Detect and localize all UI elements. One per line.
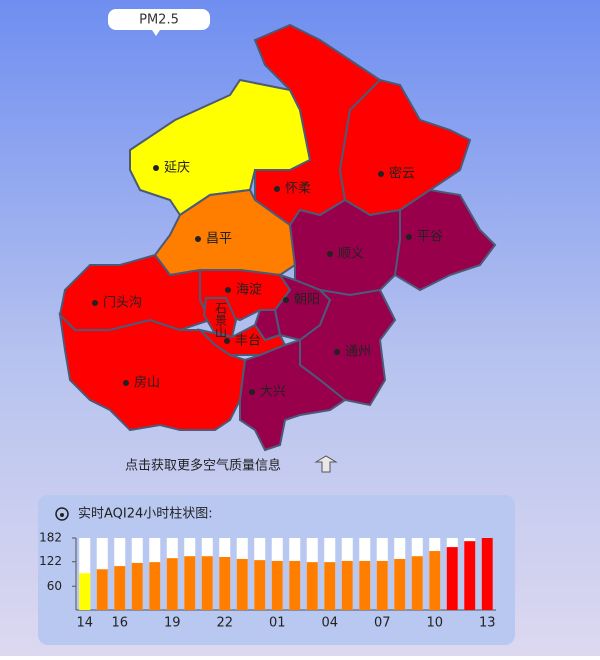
- bar: [149, 562, 161, 610]
- district-label: 大兴: [260, 385, 286, 400]
- icon-ring: [55, 507, 69, 521]
- label-group: 怀柔: [274, 182, 311, 197]
- district-label: 朝阳: [294, 293, 320, 308]
- marker: [334, 349, 340, 355]
- y-tick-label: 60: [47, 579, 62, 593]
- label-group: 大兴: [249, 385, 286, 400]
- bar: [411, 556, 423, 610]
- district-label: 丰台: [235, 334, 261, 349]
- bar: [429, 551, 441, 610]
- bar: [131, 562, 143, 610]
- district-label: 昌平: [206, 232, 232, 247]
- district-label: 通州: [345, 345, 371, 360]
- label-group: 房山: [123, 375, 160, 391]
- marker: [92, 300, 98, 306]
- label-group: 密云: [378, 166, 415, 182]
- district-label: 密云: [389, 166, 415, 182]
- bar: [306, 562, 318, 610]
- bar: [184, 556, 196, 610]
- bar-chart: 60 122 182 14 16 19 22 01 04 07 10 13: [39, 531, 496, 631]
- bar: [359, 560, 371, 610]
- tooltip-box: [108, 9, 210, 30]
- bar: [219, 556, 231, 610]
- marker: [195, 236, 201, 242]
- x-tick-label: 10: [426, 616, 443, 631]
- x-tick-label: 14: [76, 616, 93, 631]
- chart-icon: [55, 507, 69, 521]
- tooltip-pointer: [152, 30, 160, 36]
- district-label: 延庆: [164, 161, 190, 176]
- x-tick-label: 04: [321, 616, 338, 631]
- x-tick-label: 01: [269, 616, 286, 631]
- x-tick-label: 22: [216, 616, 233, 631]
- bar: [79, 573, 91, 610]
- tooltip-text: PM2.5: [139, 13, 179, 28]
- marker: [406, 234, 412, 240]
- up-arrow-icon[interactable]: [314, 455, 338, 473]
- bar: [201, 556, 213, 610]
- marker: [225, 287, 231, 293]
- bar: [376, 560, 388, 610]
- marker: [224, 338, 230, 344]
- bar: [446, 547, 458, 610]
- bar: [96, 569, 108, 610]
- x-tick-label: 19: [164, 616, 181, 631]
- y-tick-label: 182: [39, 531, 62, 545]
- marker: [378, 171, 384, 177]
- bar: [289, 560, 301, 610]
- district-label: 海淀: [236, 283, 262, 298]
- marker: [327, 251, 333, 257]
- district-labels: 延庆 怀柔 密云 昌平 顺义 平谷 门头沟 海淀 石景山 朝阳 丰台 通州 房山…: [92, 161, 443, 400]
- district-label: 怀柔: [285, 182, 311, 197]
- label-group: 通州: [334, 345, 371, 360]
- tooltip: PM2.5: [108, 9, 210, 36]
- map: [58, 23, 497, 452]
- x-tick-label: 16: [111, 616, 128, 631]
- marker: [249, 389, 255, 395]
- info-link[interactable]: 点击获取更多空气质量信息: [125, 458, 281, 474]
- label-group: 丰台: [224, 334, 261, 349]
- district-label: 石景山: [214, 302, 228, 338]
- label-group: 顺义: [327, 247, 364, 262]
- label-group: 昌平: [195, 232, 232, 247]
- district-label: 房山: [134, 375, 160, 391]
- label-group: 延庆: [153, 161, 190, 176]
- y-tick-label: 122: [39, 554, 62, 568]
- arrow: [314, 455, 338, 473]
- bar: [324, 562, 336, 610]
- bar: [236, 558, 248, 610]
- marker: [123, 380, 129, 386]
- label-group: 门头沟: [92, 296, 142, 311]
- district-label: 平谷: [417, 230, 443, 245]
- bar: [271, 560, 283, 610]
- bar: [341, 560, 353, 610]
- bar: [464, 541, 476, 610]
- label-group: 海淀: [225, 283, 262, 298]
- district-label: 门头沟: [103, 296, 142, 311]
- bar: [166, 558, 178, 610]
- district[interactable]: [299, 288, 397, 407]
- district[interactable]: [393, 188, 497, 292]
- bar: [481, 538, 493, 610]
- marker: [274, 186, 280, 192]
- x-tick-label: 13: [479, 616, 496, 631]
- district-label: 顺义: [338, 247, 364, 262]
- x-tick-label: 07: [374, 616, 391, 631]
- label-group: 平谷: [406, 230, 443, 245]
- bar: [254, 560, 266, 610]
- marker: [283, 297, 289, 303]
- district[interactable]: [58, 312, 247, 432]
- district[interactable]: [239, 338, 347, 452]
- marker: [153, 165, 159, 171]
- bar: [114, 566, 126, 610]
- icon-dot: [60, 513, 64, 517]
- bar: [394, 558, 406, 610]
- label-group: 朝阳: [283, 293, 320, 308]
- chart-title: 实时AQI24小时柱状图:: [78, 507, 213, 522]
